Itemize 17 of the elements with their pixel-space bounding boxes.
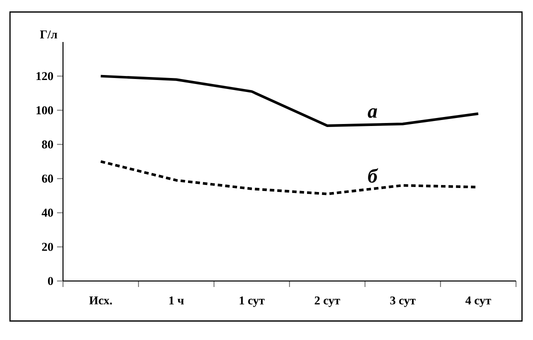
x-tick-label: 1 ч [169,296,184,304]
y-tick-label: 40 [42,208,54,217]
x-tick-label: 3 сут [390,296,416,307]
y-tick-label: 20 [42,242,54,251]
x-tick-label: 1 сут [240,296,265,307]
series-label: а [368,108,378,118]
line-series [99,74,480,127]
x-tick-label: Исх. [89,296,112,304]
y-tick-label: 120 [36,72,54,80]
series-label: б [368,168,378,183]
y-tick-label: 80 [42,140,54,148]
y-tick-label: 60 [42,174,54,183]
x-tick-label: 4 сут [465,296,492,307]
y-tick-label: 0 [48,276,54,286]
y-axis-title: Г/л [40,30,58,38]
y-tick-label: 100 [36,106,54,114]
x-tick-label: 2 сут [314,296,340,307]
